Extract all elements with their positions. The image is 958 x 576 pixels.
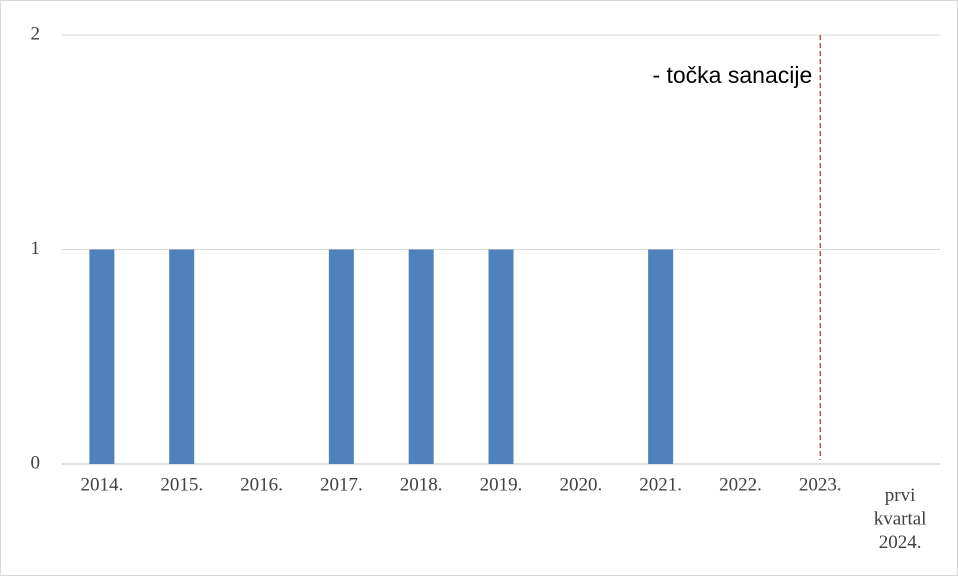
x-tick-label-line: kvartal bbox=[874, 509, 927, 530]
y-tick-label: 1 bbox=[31, 238, 41, 259]
annotation-text: - točka sanacije bbox=[652, 62, 812, 88]
bar bbox=[408, 249, 434, 464]
x-tick-label: 2016. bbox=[240, 474, 283, 495]
x-tick-label: 2022. bbox=[719, 474, 762, 495]
bar bbox=[328, 249, 354, 464]
x-tick-label: 2021. bbox=[639, 474, 682, 495]
bar bbox=[169, 249, 195, 464]
x-tick-label: prvi kvartal 2024. bbox=[874, 485, 927, 553]
x-tick-label: 2020. bbox=[559, 474, 602, 495]
x-tick-label: 2018. bbox=[400, 474, 443, 495]
x-tick-label: 2019. bbox=[480, 474, 523, 495]
x-tick-label: 2015. bbox=[160, 474, 203, 495]
bar bbox=[89, 249, 115, 464]
bar bbox=[488, 249, 514, 464]
x-tick-label-line: 2024. bbox=[879, 532, 922, 553]
y-tick-label: 2 bbox=[31, 23, 41, 44]
x-tick-label: 2014. bbox=[81, 474, 124, 495]
x-tick-label-line: prvi bbox=[885, 485, 916, 506]
x-tick-label: 2017. bbox=[320, 474, 363, 495]
x-tick-label: 2023. bbox=[799, 474, 842, 495]
y-tick-label: 0 bbox=[31, 452, 41, 473]
bar bbox=[648, 249, 674, 464]
